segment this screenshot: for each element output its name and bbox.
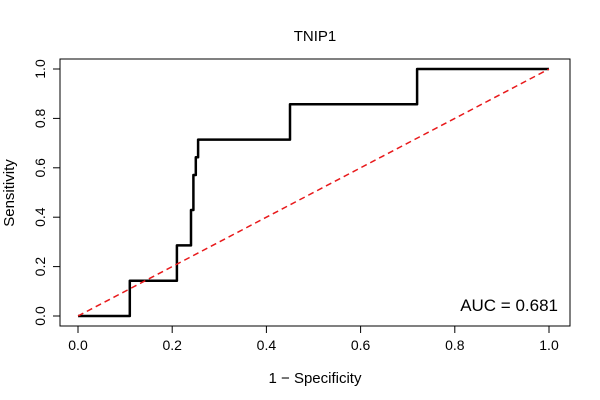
y-tick-label: 1.0 [32,59,48,79]
plot-frame [59,58,571,327]
x-tick-label: 1.0 [539,337,559,353]
x-tick-label: 0.4 [257,337,277,353]
y-tick-label: 0.8 [32,108,48,128]
auc-annotation: AUC = 0.681 [460,296,558,315]
roc-curve-line [78,67,549,318]
x-tick-label: 0.6 [351,337,371,353]
chart-title: TNIP1 [294,28,337,45]
x-tick-label: 0.0 [68,337,88,353]
plot-series [77,67,550,318]
y-axis: 0.0 0.2 0.4 0.6 0.8 1.0 [32,59,61,326]
x-axis-label: 1 − Specificity [269,370,362,387]
x-axis: 0.0 0.2 0.4 0.6 0.8 1.0 [68,325,559,353]
y-tick-label: 0.2 [32,257,48,277]
y-axis-label: Sensitivity [1,159,18,227]
y-tick-label: 0.0 [32,306,48,326]
x-tick-label: 0.2 [162,337,182,353]
y-tick-label: 0.6 [32,158,48,178]
x-tick-label: 0.8 [445,337,465,353]
y-tick-label: 0.4 [32,207,48,227]
reference-diagonal-line [77,68,550,317]
